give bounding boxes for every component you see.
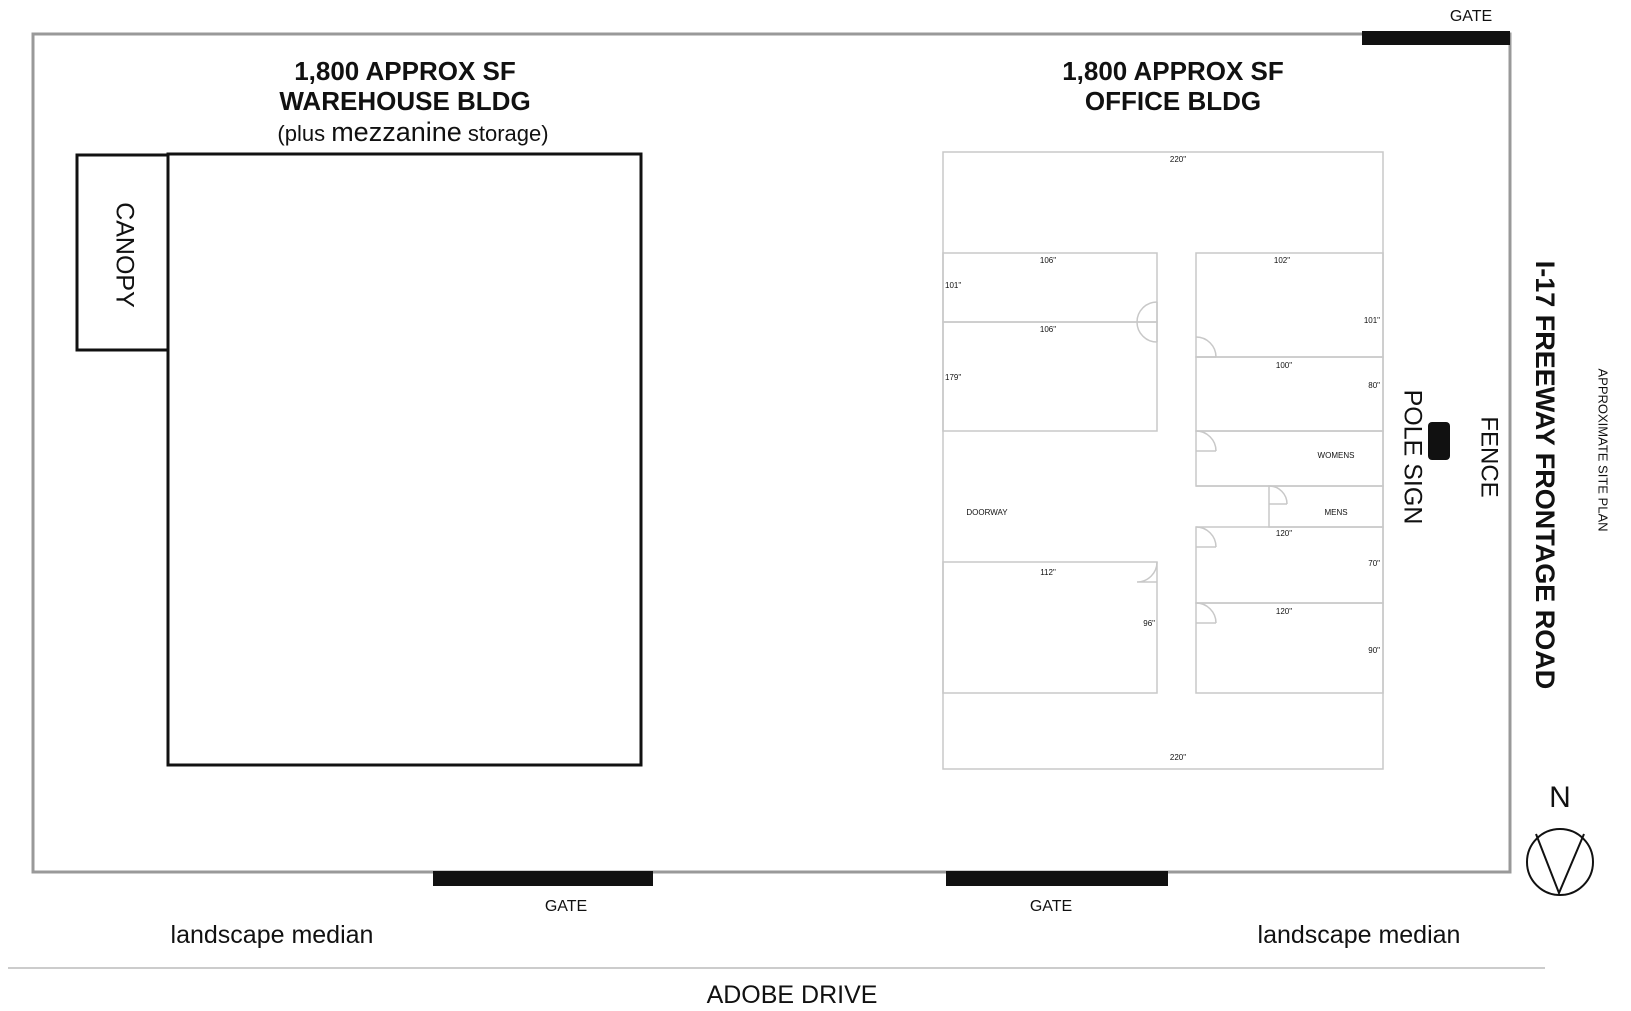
north-label: N	[1549, 781, 1571, 814]
room-w	[942, 321, 1158, 432]
office-title-line2: OFFICE BLDG	[1085, 86, 1261, 116]
room-label-doorway: DOORWAY	[966, 508, 1008, 517]
dimension-room-nw-depth: 101"	[945, 281, 961, 290]
room-label-mens: MENS	[1324, 508, 1347, 517]
dimension-room-w-width: 106"	[1040, 325, 1056, 334]
warehouse-building	[166, 152, 643, 767]
dimension-room-e-depth: 80"	[1368, 381, 1380, 390]
dimension-room-e-width: 100"	[1276, 361, 1292, 370]
dimension-bottom: 220"	[1170, 753, 1186, 762]
canopy-label: CANOPY	[110, 202, 138, 308]
gate-label-bottom-right: GATE	[1030, 898, 1072, 915]
gate-label-top: GATE	[1450, 8, 1492, 25]
dimension-room-sw-depth: 96"	[1143, 619, 1155, 628]
dimension-room-w-depth: 179"	[945, 373, 961, 382]
gate-bar-bottom-left	[433, 871, 653, 886]
door-swing	[1195, 602, 1217, 624]
warehouse-note: (plus mezzanine storage)	[277, 117, 548, 147]
canopy	[75, 153, 170, 352]
door-swing	[1136, 561, 1158, 583]
office-floor-plan	[942, 151, 1384, 770]
site-plan-caption: APPROXIMATE SITE PLAN	[1596, 368, 1611, 531]
frontage-road-label: I-17 FREEWAY FRONTAGE ROAD	[1530, 261, 1560, 690]
gate-bar-bottom-right	[946, 871, 1168, 886]
dimension-room-se1-depth: 70"	[1368, 559, 1380, 568]
room-mens	[1268, 485, 1384, 528]
door-swing	[1268, 485, 1288, 505]
gate-label-bottom-left: GATE	[545, 898, 587, 915]
gate-bar-top	[1362, 31, 1510, 45]
room-se1	[1195, 526, 1384, 604]
dimension-room-se2-depth: 90"	[1368, 646, 1380, 655]
door-swing	[1195, 336, 1217, 358]
door-swing	[1195, 526, 1217, 548]
door-swing	[1136, 301, 1158, 343]
dimension-room-ne-width: 102"	[1274, 256, 1290, 265]
room-label-womens: WOMENS	[1318, 451, 1355, 460]
room-womens	[1195, 430, 1384, 487]
landscape-median-right: landscape median	[1258, 921, 1461, 949]
warehouse-title-line2: WAREHOUSE BLDG	[279, 86, 530, 116]
warehouse-title-line1: 1,800 APPROX SF	[294, 56, 516, 86]
dimension-top: 220"	[1170, 155, 1186, 164]
office-title-line1: 1,800 APPROX SF	[1062, 56, 1284, 86]
pole-sign-label: POLE SIGN	[1398, 390, 1426, 525]
room-se2	[1195, 602, 1384, 694]
room-ne	[1195, 252, 1384, 358]
dimension-room-nw-width: 106"	[1040, 256, 1056, 265]
property-boundary	[31, 32, 1512, 874]
door-swing	[1195, 430, 1217, 452]
dimension-room-sw-width: 112"	[1040, 568, 1056, 577]
dimension-room-se1-width: 120"	[1276, 529, 1292, 538]
pole-sign-marker	[1428, 422, 1450, 460]
landscape-median-left: landscape median	[171, 921, 374, 949]
street-label: ADOBE DRIVE	[707, 981, 878, 1009]
room-sw	[942, 561, 1158, 694]
dimension-room-se2-width: 120"	[1276, 607, 1292, 616]
dimension-room-ne-depth: 101"	[1364, 316, 1380, 325]
fence-label: FENCE	[1476, 416, 1503, 497]
office-building	[942, 151, 1384, 770]
north-arrow-icon	[1526, 828, 1594, 896]
